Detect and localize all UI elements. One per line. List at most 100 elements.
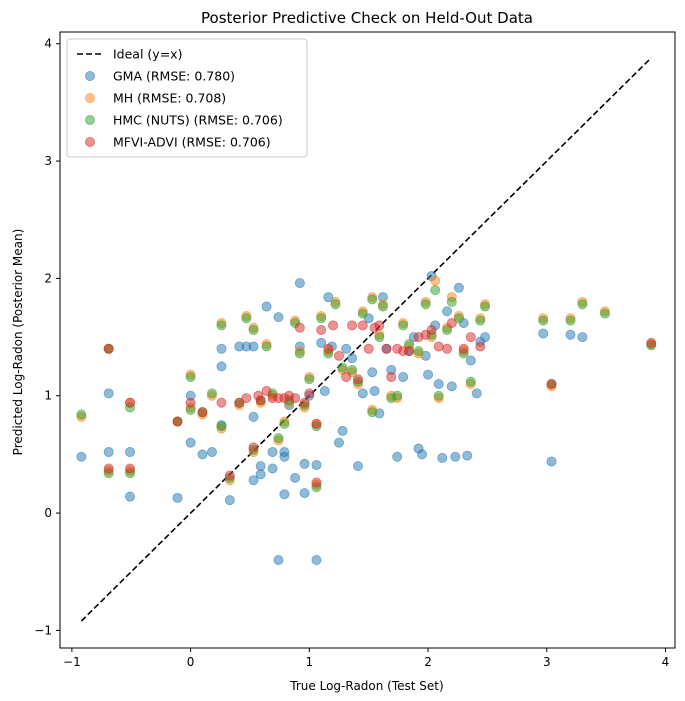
data-point: [442, 325, 453, 336]
y-axis-label: Predicted Log-Radon (Posterior Mean): [11, 229, 25, 456]
data-point: [475, 315, 486, 326]
data-point: [261, 301, 272, 312]
y-axis: −1 0 1 2 3 4: [34, 37, 60, 637]
data-point: [273, 432, 284, 443]
data-point: [267, 447, 278, 458]
data-point: [216, 397, 227, 408]
data-point: [216, 320, 227, 331]
data-point: [273, 555, 284, 566]
y-tick-label: −1: [34, 623, 52, 637]
data-point: [330, 299, 341, 310]
data-point: [299, 488, 310, 499]
data-point: [125, 491, 136, 502]
data-point: [347, 320, 358, 331]
data-point: [216, 343, 227, 354]
data-point: [398, 320, 409, 331]
data-point: [446, 381, 457, 392]
data-point: [565, 315, 576, 326]
data-point: [430, 275, 441, 286]
legend: Ideal (y=x) GMA (RMSE: 0.780) MH (RMSE: 0.…: [66, 38, 308, 158]
y-tick-label: 4: [44, 37, 52, 51]
data-point: [369, 386, 380, 397]
data-point: [185, 397, 196, 408]
data-point: [453, 313, 464, 324]
data-point: [546, 456, 557, 467]
data-point: [311, 418, 322, 429]
data-point: [442, 343, 453, 354]
plot-frame: [59, 31, 676, 649]
data-point: [341, 343, 352, 354]
data-point: [367, 367, 378, 378]
data-point: [248, 442, 259, 453]
data-point: [273, 312, 284, 323]
y-tick-label: 2: [44, 271, 52, 285]
data-point: [357, 320, 368, 331]
data-point: [475, 341, 486, 352]
chart-title: Posterior Predictive Check on Held-Out D…: [201, 9, 533, 27]
legend-box: [66, 38, 308, 158]
data-point: [417, 449, 428, 460]
data-point: [125, 447, 136, 458]
data-point: [538, 315, 549, 326]
data-point: [103, 463, 114, 474]
data-point: [450, 451, 461, 462]
y-tick-label: 0: [44, 506, 52, 520]
legend-label-0: GMA (RMSE: 0.780): [113, 69, 235, 84]
data-point: [279, 451, 290, 462]
data-point: [465, 332, 476, 343]
data-point: [216, 361, 227, 372]
data-point: [646, 337, 657, 348]
y-tick-label: 3: [44, 154, 52, 168]
legend-swatch-3: [85, 136, 96, 147]
data-point: [433, 390, 444, 401]
legend-swatch-1: [85, 93, 96, 104]
data-point: [353, 461, 364, 472]
data-point: [404, 346, 415, 357]
data-point: [392, 390, 403, 401]
data-point: [328, 320, 339, 331]
data-point: [299, 458, 310, 469]
data-point: [462, 450, 473, 461]
data-point: [319, 386, 330, 397]
data-point: [248, 325, 259, 336]
data-point: [437, 452, 448, 463]
x-tick-label: 1: [306, 655, 314, 669]
legend-swatch-0: [85, 71, 96, 82]
x-tick-label: 0: [187, 655, 195, 669]
data-point: [197, 449, 208, 460]
series-2: [76, 285, 657, 493]
data-point: [172, 492, 183, 503]
data-point: [279, 489, 290, 500]
data-point: [304, 374, 315, 385]
data-point: [294, 348, 305, 359]
data-point: [398, 371, 409, 382]
data-point: [248, 411, 259, 422]
data-point: [294, 322, 305, 333]
x-tick-label: 4: [662, 655, 670, 669]
data-point: [311, 555, 322, 566]
plot-area: [76, 57, 657, 622]
series-3: [103, 317, 657, 488]
data-point: [103, 447, 114, 458]
data-point: [248, 475, 259, 486]
data-point: [241, 393, 252, 404]
data-point: [299, 397, 310, 408]
data-point: [103, 343, 114, 354]
data-point: [357, 308, 368, 319]
data-point: [224, 470, 235, 481]
data-point: [538, 328, 549, 339]
data-point: [367, 407, 378, 418]
data-point: [248, 341, 259, 352]
data-point: [357, 388, 368, 399]
data-point: [261, 341, 272, 352]
data-point: [224, 495, 235, 506]
data-point: [413, 346, 424, 357]
data-point: [480, 332, 491, 343]
data-point: [290, 393, 301, 404]
data-point: [334, 437, 345, 448]
x-axis-label: True Log-Radon (Test Set): [289, 679, 443, 693]
data-point: [392, 451, 403, 462]
series-0: [76, 271, 588, 566]
data-point: [241, 313, 252, 324]
ideal-line: [80, 57, 652, 622]
